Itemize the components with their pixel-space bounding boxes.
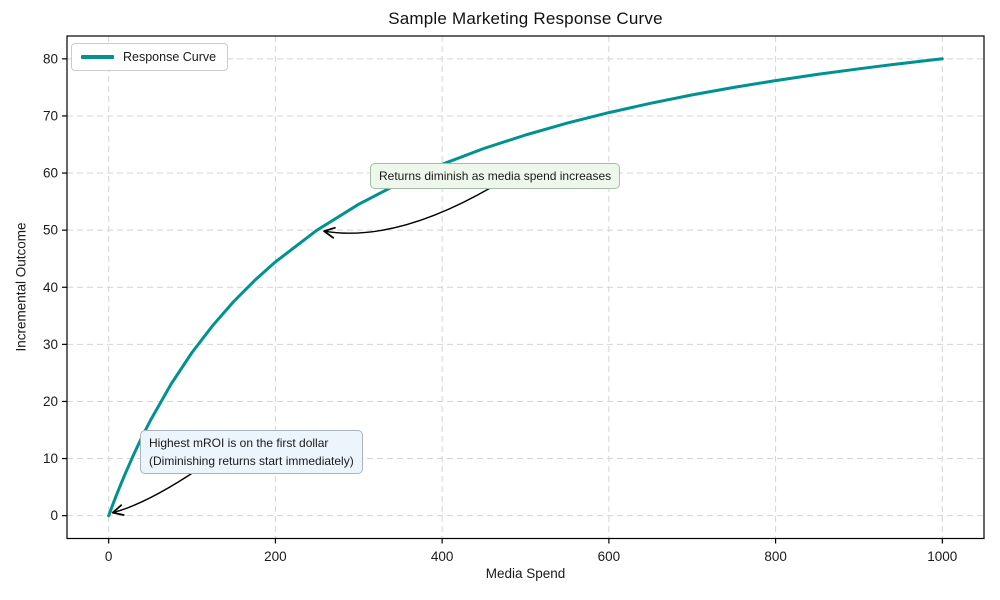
legend-label: Response Curve (123, 50, 217, 64)
x-axis-label: Media Spend (485, 566, 566, 581)
x-tick-label: 0 (105, 549, 113, 564)
x-tick-label: 800 (764, 549, 787, 564)
data-layer (107, 57, 944, 518)
y-tick-label: 20 (43, 394, 58, 409)
y-tick-label: 0 (50, 508, 58, 523)
annotation-diminishing-returns: Returns diminish as media spend increase… (370, 163, 621, 189)
legend-line-sample (81, 55, 114, 59)
y-tick-label: 10 (43, 451, 58, 466)
y-tick-label: 60 (43, 166, 58, 181)
annotation-highest-mroi: Highest mROI is on the first dollar (Dim… (140, 430, 363, 474)
arrow-diminishing-returns (323, 186, 493, 239)
response-curve-line (107, 57, 944, 518)
y-tick-label: 80 (43, 51, 58, 66)
y-tick-label: 70 (43, 108, 58, 123)
x-tick-label: 600 (598, 549, 621, 564)
arrow-layer (111, 186, 493, 516)
grid-layer (67, 36, 984, 539)
y-axis-label: Incremental Outcome (13, 222, 29, 352)
y-tick-label: 40 (43, 280, 58, 295)
x-tick-label: 1000 (927, 549, 957, 564)
x-tick-label: 200 (264, 549, 287, 564)
axes-layer: 0 200 400 600 800 1000 0 10 20 30 40 50 60 70 80 (43, 35, 985, 564)
y-tick-label: 30 (43, 337, 58, 352)
chart-title: Sample Marketing Response Curve (388, 9, 663, 28)
y-tick-label: 50 (43, 223, 58, 238)
arrow-highest-mroi (111, 469, 198, 516)
x-tick-label: 400 (431, 549, 454, 564)
annotation-mroi-line-1: Highest mROI is on the first dollar (149, 436, 329, 450)
legend: Response Curve (71, 43, 229, 71)
annotation-mroi-line-2: (Diminishing returns start immediately) (149, 454, 354, 468)
